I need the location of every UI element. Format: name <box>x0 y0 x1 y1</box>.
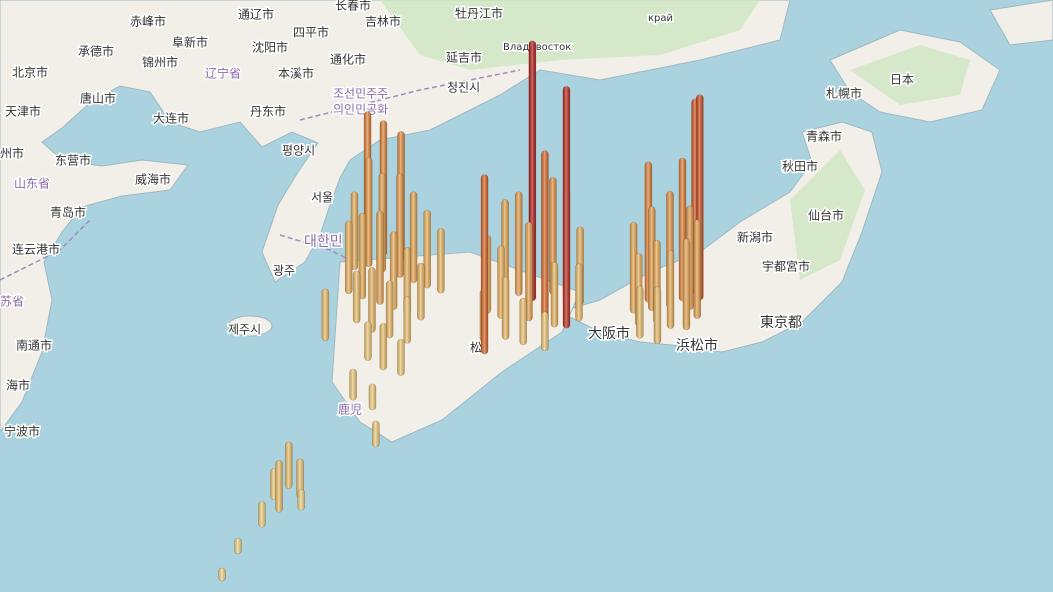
place-label: 连云港市 <box>12 242 60 257</box>
bar-shine <box>551 262 559 328</box>
bar-shine <box>379 323 387 371</box>
bar-shine <box>376 210 384 305</box>
place-label: 南通市 <box>16 338 52 353</box>
place-label: 州市 <box>0 146 24 161</box>
bar-shine <box>372 420 380 447</box>
bar-shine <box>417 262 425 321</box>
place-label: 제주시 <box>228 323 261 337</box>
place-label: 서울 <box>311 191 333 205</box>
bar-shine <box>437 228 445 294</box>
bar-shine <box>234 538 242 554</box>
bar-shine <box>350 191 358 270</box>
place-label: 浜松市 <box>676 337 718 354</box>
bar-shine <box>423 210 431 289</box>
place-label: 松 <box>470 341 482 355</box>
bar-shine <box>218 568 226 582</box>
place-label: 通化市 <box>330 52 366 67</box>
bar-shine <box>481 174 489 354</box>
bar-shine <box>365 157 373 267</box>
bar-shine <box>321 288 329 341</box>
bar-shine <box>386 280 394 338</box>
place-label: 通辽市 <box>238 7 274 22</box>
place-label: 대한민 <box>304 234 343 250</box>
place-label: 海市 <box>6 378 30 393</box>
bar-shine <box>285 441 293 489</box>
bar-shine <box>515 191 523 296</box>
bar-shine <box>519 298 527 345</box>
bar-shine <box>525 222 533 321</box>
place-label: 承德市 <box>78 44 114 59</box>
place-label: 赤峰市 <box>130 14 166 29</box>
borders <box>0 69 521 281</box>
place-label: 北京市 <box>12 65 48 80</box>
bar-shine <box>502 277 510 340</box>
place-label: 沈阳市 <box>252 40 288 55</box>
bar-shine <box>349 368 357 401</box>
bar-shine <box>368 383 376 410</box>
bar-shine <box>682 238 690 330</box>
bar-shine <box>368 267 376 333</box>
place-label: 山东省 <box>14 177 50 191</box>
place-label: 宇都宮市 <box>762 259 810 274</box>
bar-shine <box>275 460 283 513</box>
bar-shine <box>297 489 305 511</box>
place-labels: 长春市 赤峰市 通辽市 吉林市 牡丹江市 Владивосток 承德市 阜新市… <box>0 0 916 440</box>
forest <box>380 0 970 280</box>
place-label: 大连市 <box>153 111 189 126</box>
bar-layer <box>218 40 704 582</box>
place-label: 青岛市 <box>50 205 86 220</box>
place-label: 조선민주주 <box>333 87 388 101</box>
place-label: 苏省 <box>0 295 24 309</box>
place-label: 평양시 <box>282 144 315 158</box>
place-label: 札幌市 <box>826 86 862 101</box>
place-label: 辽宁省 <box>205 66 241 81</box>
bar-shine <box>667 250 675 329</box>
place-label: 长春市 <box>335 0 371 13</box>
bar-shine <box>358 213 366 299</box>
place-label: 东营市 <box>55 153 91 168</box>
place-label: 丹东市 <box>250 104 286 119</box>
bar-shine <box>258 501 266 528</box>
place-label: 청진시 <box>447 81 480 95</box>
bar-shine <box>345 220 353 294</box>
place-label: 仙台市 <box>808 208 844 223</box>
place-label: 宁波市 <box>4 424 40 439</box>
bar-shine <box>296 458 304 498</box>
bar-shine <box>653 286 661 344</box>
place-label: 四平市 <box>293 25 329 40</box>
place-label: 本溪市 <box>278 66 314 81</box>
bar-shine <box>636 286 644 339</box>
place-label: 吉林市 <box>365 14 401 29</box>
place-label: 唐山市 <box>80 91 116 106</box>
bar-shine <box>562 86 570 329</box>
bar-shine <box>575 263 583 322</box>
place-label: 大阪市 <box>588 325 630 342</box>
place-label: край <box>648 13 673 24</box>
bar-shine <box>353 270 361 323</box>
place-label: 日本 <box>890 73 914 87</box>
place-label: 延吉市 <box>446 50 482 65</box>
bar-shine <box>396 173 404 278</box>
place-label: Владивосток <box>503 42 571 53</box>
place-label: 新潟市 <box>737 230 773 245</box>
bar-shine <box>410 191 418 283</box>
place-label: 威海市 <box>135 172 171 187</box>
place-label: 阜新市 <box>172 35 208 50</box>
bar-shine <box>397 339 405 376</box>
place-label: 東京都 <box>760 315 802 331</box>
bar-shine <box>541 150 549 323</box>
place-label: 의인민공화 <box>333 103 388 117</box>
place-label: 牡丹江市 <box>455 6 503 21</box>
bar-shine <box>693 219 701 319</box>
place-label: 天津市 <box>5 104 41 119</box>
bar-shine <box>541 311 549 351</box>
place-label: 광주 <box>273 264 295 278</box>
place-label: 锦州市 <box>142 55 178 70</box>
place-label: 鹿児 <box>338 402 362 417</box>
place-label: 秋田市 <box>782 159 818 174</box>
bar-shine <box>403 296 411 344</box>
place-label: 青森市 <box>806 129 842 144</box>
bar-shine <box>364 321 372 361</box>
